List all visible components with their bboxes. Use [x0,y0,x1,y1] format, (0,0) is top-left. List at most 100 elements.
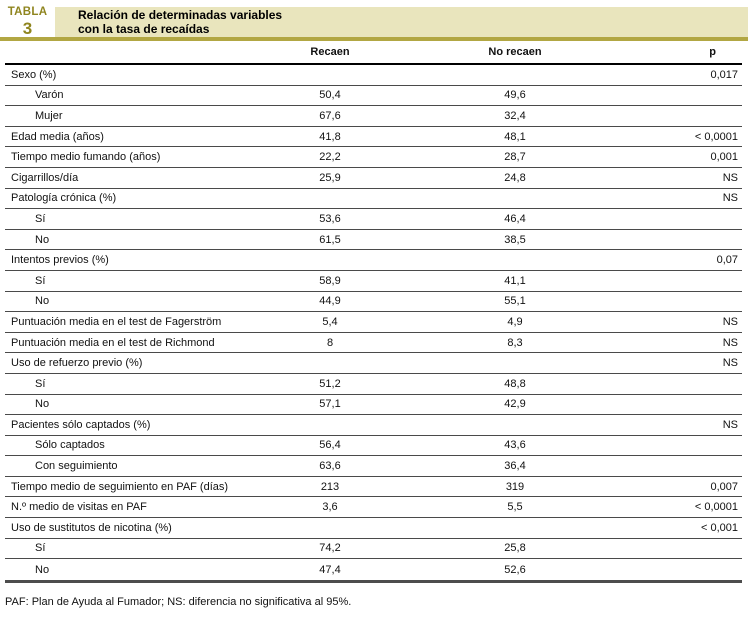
table-badge-number: 3 [22,18,33,38]
table-row: Tiempo medio fumando (años) 22,2 28,7 0,001 [5,147,742,168]
column-header-recaen: Recaen [310,46,350,58]
value-recaen: 22,2 [319,151,341,164]
table-row: Tiempo medio de seguimiento en PAF (días… [5,477,742,498]
row-label: Intentos previos (%) [11,254,109,267]
table-row: Varón 50,4 49,6 [5,86,742,107]
table-row: Sí 58,9 41,1 [5,271,742,292]
table-row: Pacientes sólo captados (%) NS [5,415,742,436]
value-p: NS [722,418,738,431]
table-row: Cigarrillos/día 25,9 24,8 NS [5,168,742,189]
table-row: Sólo captados 56,4 43,6 [5,436,742,457]
value-recaen: 67,6 [319,109,341,122]
value-no-recaen: 24,8 [504,171,526,184]
row-label: Tiempo medio de seguimiento en PAF (días… [11,480,229,493]
accent-divider [0,37,748,41]
value-no-recaen: 4,9 [507,315,523,328]
row-label: No [35,233,50,246]
value-no-recaen: 25,8 [504,542,526,555]
value-no-recaen: 5,5 [507,501,523,514]
row-label: Pacientes sólo captados (%) [11,418,151,431]
row-label: Sí [35,212,46,225]
value-recaen: 3,6 [322,501,338,514]
value-recaen: 44,9 [319,295,341,308]
table-row: Con seguimiento 63,6 36,4 [5,456,742,477]
row-label: Sexo (%) [11,68,57,81]
value-recaen: 53,6 [319,212,341,225]
value-recaen: 50,4 [319,89,341,102]
value-p: < 0,0001 [694,501,738,514]
table-footnote: PAF: Plan de Ayuda al Fumador; NS: difer… [5,595,352,608]
value-p: NS [722,357,738,370]
row-label: Sí [35,542,46,555]
value-no-recaen: 28,7 [504,151,526,164]
data-table: Recaen No recaen p Sexo (%) 0,017 Varón 50,… [5,41,742,580]
value-no-recaen: 38,5 [504,233,526,246]
table-row: Edad media (años) 41,8 48,1 < 0,0001 [5,127,742,148]
value-recaen: 8 [326,336,334,349]
column-header-p: p [709,46,716,58]
row-label: Sí [35,377,46,390]
value-no-recaen: 41,1 [504,274,526,287]
table-row: No 61,5 38,5 [5,230,742,251]
value-p: 0,07 [716,254,738,267]
value-recaen: 5,4 [322,315,338,328]
table-title-line-1: Relación de determinadas variables [78,7,283,22]
row-label: Uso de sustitutos de nicotina (%) [11,521,172,534]
table-badge-word: TABLA [7,6,48,19]
value-no-recaen: 8,3 [507,336,523,349]
table-row: Uso de refuerzo previo (%) NS [5,353,742,374]
table-row: Intentos previos (%) 0,07 [5,250,742,271]
table-title-line-2: con la tasa de recaídas [78,22,210,36]
value-recaen: 57,1 [319,398,341,411]
table-row: Patología crónica (%) NS [5,189,742,210]
row-label: Sí [35,274,46,287]
table-column-header-row: Recaen No recaen p [5,41,742,65]
row-label: No [35,398,50,411]
value-no-recaen: 43,6 [504,439,526,452]
value-p: < 0,001 [700,521,738,534]
value-recaen: 61,5 [319,233,341,246]
value-p: 0,001 [710,151,738,164]
row-label: N.º medio de visitas en PAF [11,501,147,514]
value-p: 0,007 [710,480,738,493]
table-row: Sexo (%) 0,017 [5,65,742,86]
value-recaen: 58,9 [319,274,341,287]
table-row: Sí 53,6 46,4 [5,209,742,230]
value-recaen: 47,4 [319,563,341,576]
table-row: Puntuación media en el test de Richmond 8… [5,333,742,354]
value-p: 0,017 [710,68,738,81]
table-row: Uso de sustitutos de nicotina (%) < 0,001 [5,518,742,539]
table-row: No 47,4 52,6 [5,559,742,580]
table-title-band: Relación de determinadas variables con l… [55,7,748,37]
table-row: Mujer 67,6 32,4 [5,106,742,127]
row-label: Patología crónica (%) [11,192,117,205]
value-p: NS [722,192,738,205]
value-recaen: 25,9 [319,171,341,184]
row-label: Sólo captados [35,439,105,452]
row-label: Uso de refuerzo previo (%) [11,357,143,370]
table-row: Sí 74,2 25,8 [5,539,742,560]
row-label: Mujer [35,109,63,122]
value-no-recaen: 52,6 [504,563,526,576]
row-label: Cigarrillos/día [11,171,79,184]
table-row: No 44,9 55,1 [5,292,742,313]
row-label: Tiempo medio fumando (años) [11,151,161,164]
value-p: NS [722,171,738,184]
value-no-recaen: 36,4 [504,460,526,473]
value-recaen: 74,2 [319,542,341,555]
value-no-recaen: 46,4 [504,212,526,225]
table-row: N.º medio de visitas en PAF 3,6 5,5 < 0,000… [5,497,742,519]
column-header-no-recaen: No recaen [488,46,542,58]
bottom-rule [5,579,742,583]
table-row: Sí 51,2 48,8 [5,374,742,395]
value-no-recaen: 319 [505,480,525,493]
table-badge: TABLA 3 [0,7,55,37]
row-label: Con seguimiento [35,460,118,473]
table-body: Sexo (%) 0,017 Varón 50,4 49,6 Mujer 67,6 32,4 E… [5,65,742,580]
value-recaen: 41,8 [319,130,341,143]
row-label: Puntuación media en el test de Fagerströ… [11,315,222,328]
table-row: No 57,1 42,9 [5,395,742,416]
value-no-recaen: 32,4 [504,109,526,122]
row-label: Puntuación media en el test de Richmond [11,336,215,349]
